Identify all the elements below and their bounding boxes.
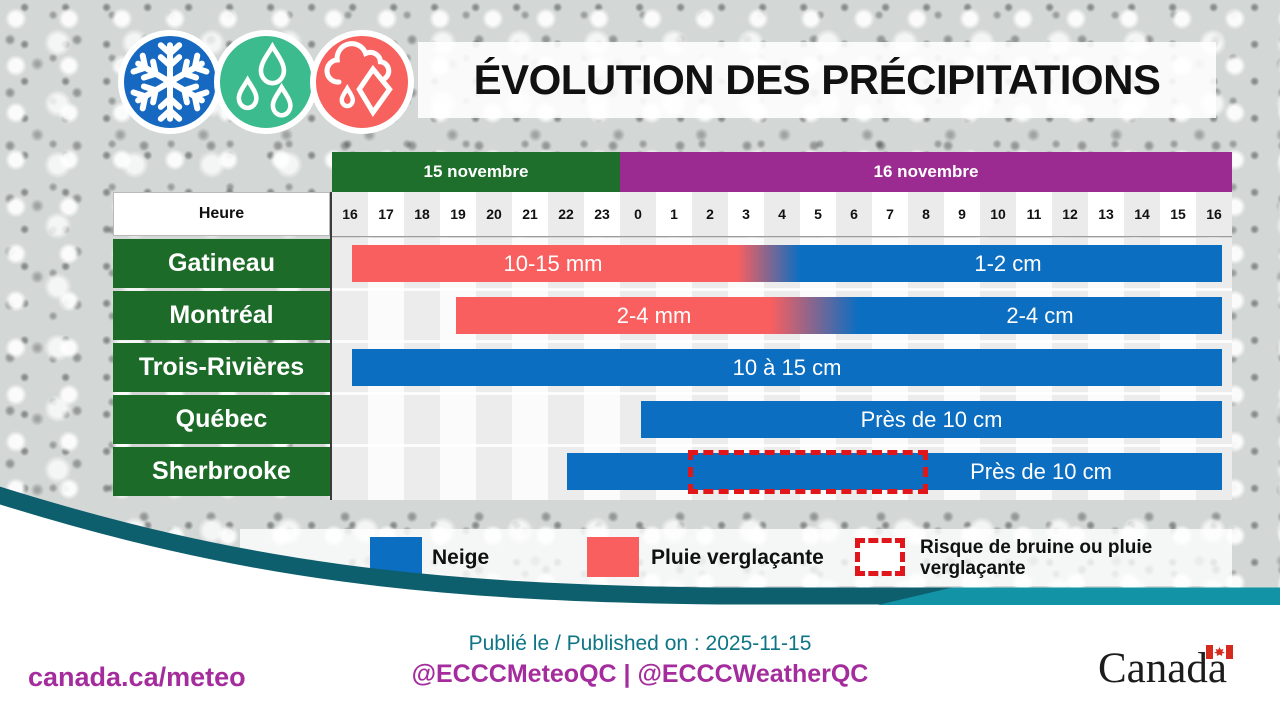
precip-bar-trois-rivieres: 10 à 15 cm [352,349,1222,386]
precip-bar-quebec: Près de 10 cm [641,401,1222,438]
canada-wordmark-text: Canada [1098,645,1227,692]
risk-overlay-box [688,450,928,494]
row-separator [332,340,1232,343]
legend: Neige Pluie verglaçante Risque de bruine… [240,529,1232,586]
bar-segment-label: 10 à 15 cm [732,354,842,380]
bar-segment-label: Près de 10 cm [860,406,1003,432]
hour-cell: 10 [980,192,1016,236]
bar-segment-label: 2-4 mm [616,302,692,328]
hour-cell: 13 [1088,192,1124,236]
hour-cell: 8 [908,192,944,236]
precipitation-timeline-chart: 15 novembre 16 novembre Heure 16 17 18 19 20… [113,152,1232,504]
hour-cell: 16 [332,192,368,236]
hour-cell: 22 [548,192,584,236]
track-trois-rivieres: 10 à 15 cm [332,343,1232,392]
hour-cell: 0 [620,192,656,236]
city-label-gatineau: Gatineau [113,239,330,288]
bar-segment-label: Près de 10 cm [970,458,1112,484]
hour-cell: 23 [584,192,620,236]
page-title: ÉVOLUTION DES PRÉCIPITATIONS [473,56,1161,103]
hour-cell: 6 [836,192,872,236]
hour-cell: 19 [440,192,476,236]
published-date: Publié le / Published on : 2025-11-15 [468,632,812,655]
canada-wordmark: Canada [1098,644,1233,693]
hour-cell: 16 [1196,192,1232,236]
social-handles: @ECCCMeteoQC | @ECCCWeatherQC [411,660,869,688]
row-separator [332,444,1232,447]
hour-cell: 11 [1016,192,1052,236]
raindrops-icon [214,30,318,134]
hour-cell: 14 [1124,192,1160,236]
hour-cell: 12 [1052,192,1088,236]
row-separator [332,392,1232,395]
snowflake-icon [118,30,222,134]
legend-swatch-risque [855,538,905,576]
raindrops-glyph [236,41,293,118]
freezing-rain-icon [310,30,414,134]
city-label-montreal: Montréal [113,291,330,340]
legend-label-risque-line1: Risque de bruine ou pluie [920,536,1153,558]
hour-cell: 7 [872,192,908,236]
grid-left-border [330,192,332,500]
hour-cells-row: 16 17 18 19 20 21 22 23 0 1 2 3 4 5 6 7 8 9 10 11 12 13 14 15 16 [332,192,1232,237]
hour-cell: 18 [404,192,440,236]
precip-bar-montreal: 2-4 mm 2-4 cm [456,297,1222,334]
hour-axis-row: Heure 16 17 18 19 20 21 22 23 0 1 2 3 4 5 6 7 8 9 10 11 12 13… [113,192,1232,237]
track-gatineau: 10-15 mm 1-2 cm [332,239,1232,288]
hour-cell: 15 [1160,192,1196,236]
hour-cell: 1 [656,192,692,236]
precip-bar-sherbrooke: Près de 10 cm [567,453,1222,490]
hour-axis-label: Heure [113,192,330,236]
hour-cell: 4 [764,192,800,236]
hour-cell: 20 [476,192,512,236]
legend-label-neige: Neige [432,545,490,569]
legend-label-risque: Risque de bruine ou pluie verglaçante [920,537,1152,579]
snowflake-glyph [124,36,216,128]
bar-segment-label: 1-2 cm [974,250,1042,276]
track-quebec: Près de 10 cm [332,395,1232,444]
hour-cell: 17 [368,192,404,236]
legend-swatch-neige [370,537,422,577]
legend-label-risque-line2: verglaçante [920,557,1026,579]
date-header-nov15: 15 novembre [332,152,620,192]
legend-swatch-pluie-verglacante [587,537,639,577]
track-sherbrooke: Près de 10 cm [332,447,1232,496]
website-url: canada.ca/meteo [28,662,246,692]
bar-segment-label: 2-4 cm [1006,302,1074,328]
hour-cell: 2 [692,192,728,236]
row-separator [332,288,1232,291]
canada-flag-icon [1205,645,1233,659]
hour-cell: 3 [728,192,764,236]
track-montreal: 2-4 mm 2-4 cm [332,291,1232,340]
bar-segment-label: 10-15 mm [503,250,603,276]
city-label-trois-rivieres: Trois-Rivières [113,343,330,392]
city-label-sherbrooke: Sherbrooke [113,447,330,496]
city-label-quebec: Québec [113,395,330,444]
legend-label-pluie-verglacante: Pluie verglaçante [651,545,824,569]
freezing-rain-glyph [324,41,393,117]
hour-cell: 21 [512,192,548,236]
hour-cell: 9 [944,192,980,236]
precip-bar-gatineau: 10-15 mm 1-2 cm [352,245,1222,282]
title-strip: ÉVOLUTION DES PRÉCIPITATIONS [418,42,1216,118]
hour-cell: 5 [800,192,836,236]
date-header-nov16: 16 novembre [620,152,1232,192]
